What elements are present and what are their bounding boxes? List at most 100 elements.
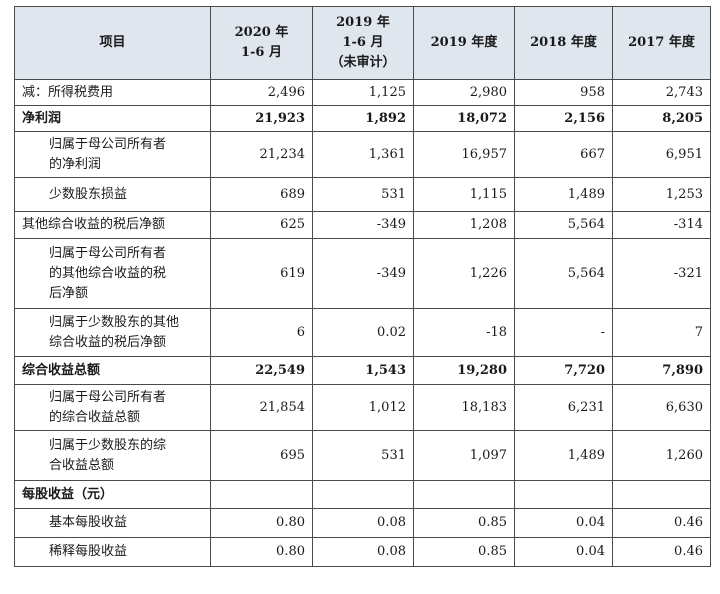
row-label: 减：所得税费用 xyxy=(14,79,211,106)
value-cell: 22,549 xyxy=(210,356,313,385)
financial-table: 项目 2020 年 1-6 月 2019 年 1-6 月 （未审计） 2019 … xyxy=(14,6,711,567)
value-cell: 6,630 xyxy=(612,384,711,431)
row-label: 净利润 xyxy=(14,105,211,132)
value-cell: 18,072 xyxy=(413,105,515,132)
table-row: 归属于母公司所有者 的净利润 21,234 1,361 16,957 667 6,951 xyxy=(14,131,711,178)
row-label: 每股收益（元） xyxy=(14,480,211,509)
value-cell: -321 xyxy=(612,238,711,309)
table-row: 稀释每股收益 0.80 0.08 0.85 0.04 0.46 xyxy=(14,537,711,567)
table-row: 每股收益（元） xyxy=(14,480,711,509)
table-row: 归属于母公司所有者 的综合收益总额 21,854 1,012 18,183 6,231 6,… xyxy=(14,384,711,431)
value-cell: 0.02 xyxy=(312,308,414,357)
row-label: 归属于母公司所有者 的综合收益总额 xyxy=(14,384,211,431)
value-cell: 1,226 xyxy=(413,238,515,309)
value-cell: 2,156 xyxy=(514,105,613,132)
table-row: 综合收益总额 22,549 1,543 19,280 7,720 7,890 xyxy=(14,356,711,385)
value-cell: 7 xyxy=(612,308,711,357)
table-row: 净利润 21,923 1,892 18,072 2,156 8,205 xyxy=(14,105,711,132)
value-cell: 0.85 xyxy=(413,508,515,538)
table-row: 归属于母公司所有者 的其他综合收益的税 后净额 619 -349 1,226 5,564 -3… xyxy=(14,238,711,309)
row-label-line: 减：所得税费用 xyxy=(22,84,114,100)
value-cell: 1,489 xyxy=(514,430,613,481)
row-label-line: 后净额 xyxy=(49,285,89,301)
value-cell: -18 xyxy=(413,308,515,357)
table-row: 其他综合收益的税后净额 625 -349 1,208 5,564 -314 xyxy=(14,211,711,239)
header-col-2019: 2019 年度 xyxy=(413,6,515,80)
value-cell: 0.08 xyxy=(312,508,414,538)
row-label-line: 少数股东损益 xyxy=(49,186,128,202)
value-cell: 667 xyxy=(514,131,613,178)
value-cell: 695 xyxy=(210,430,313,481)
row-label: 归属于少数股东的综 合收益总额 xyxy=(14,430,211,481)
value-cell: 0.80 xyxy=(210,537,313,567)
value-cell: 1,892 xyxy=(312,105,414,132)
value-cell xyxy=(413,480,515,509)
table-row: 归属于少数股东的综 合收益总额 695 531 1,097 1,489 1,260 xyxy=(14,430,711,481)
row-label: 基本每股收益 xyxy=(14,508,211,538)
value-cell xyxy=(210,480,313,509)
value-cell: 0.46 xyxy=(612,537,711,567)
row-label-line: 其他综合收益的税后净额 xyxy=(22,217,166,232)
row-label-line: 归属于少数股东的综 xyxy=(49,437,167,453)
row-label-line: 综合收益的税后净额 xyxy=(49,334,167,350)
header-item: 项目 xyxy=(14,6,211,80)
value-cell: 2,980 xyxy=(413,79,515,106)
row-label-line: 合收益总额 xyxy=(49,457,115,473)
value-cell: 625 xyxy=(210,211,313,239)
value-cell: 0.80 xyxy=(210,508,313,538)
value-cell: 619 xyxy=(210,238,313,309)
value-cell: 0.04 xyxy=(514,508,613,538)
row-label-line: 的综合收益总额 xyxy=(49,409,141,425)
row-label: 归属于母公司所有者 的其他综合收益的税 后净额 xyxy=(14,238,211,309)
row-label-line: 稀释每股收益 xyxy=(49,544,128,559)
value-cell: 6,951 xyxy=(612,131,711,178)
value-cell: 531 xyxy=(312,430,414,481)
value-cell xyxy=(514,480,613,509)
row-label-line: 每股收益（元） xyxy=(22,486,114,502)
value-cell: 1,361 xyxy=(312,131,414,178)
value-cell: 0.04 xyxy=(514,537,613,567)
table-row: 减：所得税费用 2,496 1,125 2,980 958 2,743 xyxy=(14,79,711,106)
header-col-2017: 2017 年度 xyxy=(612,6,711,80)
value-cell: 5,564 xyxy=(514,238,613,309)
value-cell: 21,854 xyxy=(210,384,313,431)
header-row: 项目 2020 年 1-6 月 2019 年 1-6 月 （未审计） 2019 … xyxy=(14,6,711,80)
value-cell: 1,260 xyxy=(612,430,711,481)
row-label-line: 基本每股收益 xyxy=(49,515,128,530)
row-label-line: 归属于母公司所有者 xyxy=(49,245,167,261)
row-label-line: 归属于母公司所有者 xyxy=(49,389,167,405)
value-cell: 6 xyxy=(210,308,313,357)
row-label-line: 净利润 xyxy=(22,110,62,126)
value-cell: 1,208 xyxy=(413,211,515,239)
value-cell: 0.85 xyxy=(413,537,515,567)
row-label-line: 的净利润 xyxy=(49,156,102,172)
row-label-line: 归属于少数股东的其他 xyxy=(49,314,180,330)
value-cell: 1,097 xyxy=(413,430,515,481)
table-row: 归属于少数股东的其他 综合收益的税后净额 6 0.02 -18-7 xyxy=(14,308,711,357)
table-row: 少数股东损益 689 531 1,115 1,489 1,253 xyxy=(14,177,711,212)
value-cell: 1,012 xyxy=(312,384,414,431)
row-label: 少数股东损益 xyxy=(14,177,211,212)
value-cell xyxy=(312,480,414,509)
value-cell: 531 xyxy=(312,177,414,212)
value-cell: 689 xyxy=(210,177,313,212)
value-cell: 2,496 xyxy=(210,79,313,106)
value-cell: 7,890 xyxy=(612,356,711,385)
header-col-2019-h1: 2019 年 1-6 月 （未审计） xyxy=(312,6,414,80)
header-col-2018: 2018 年度 xyxy=(514,6,613,80)
value-cell: 16,957 xyxy=(413,131,515,178)
value-cell: 1,543 xyxy=(312,356,414,385)
value-cell: 1,253 xyxy=(612,177,711,212)
value-cell: - xyxy=(514,308,613,357)
value-cell: 1,125 xyxy=(312,79,414,106)
row-label: 归属于少数股东的其他 综合收益的税后净额 xyxy=(14,308,211,357)
row-label: 其他综合收益的税后净额 xyxy=(14,211,211,239)
value-cell: 8,205 xyxy=(612,105,711,132)
value-cell: -314 xyxy=(612,211,711,239)
table-row: 基本每股收益 0.80 0.08 0.85 0.04 0.46 xyxy=(14,508,711,538)
value-cell: 2,743 xyxy=(612,79,711,106)
row-label: 归属于母公司所有者 的净利润 xyxy=(14,131,211,178)
value-cell: 6,231 xyxy=(514,384,613,431)
value-cell: -349 xyxy=(312,211,414,239)
value-cell: 18,183 xyxy=(413,384,515,431)
